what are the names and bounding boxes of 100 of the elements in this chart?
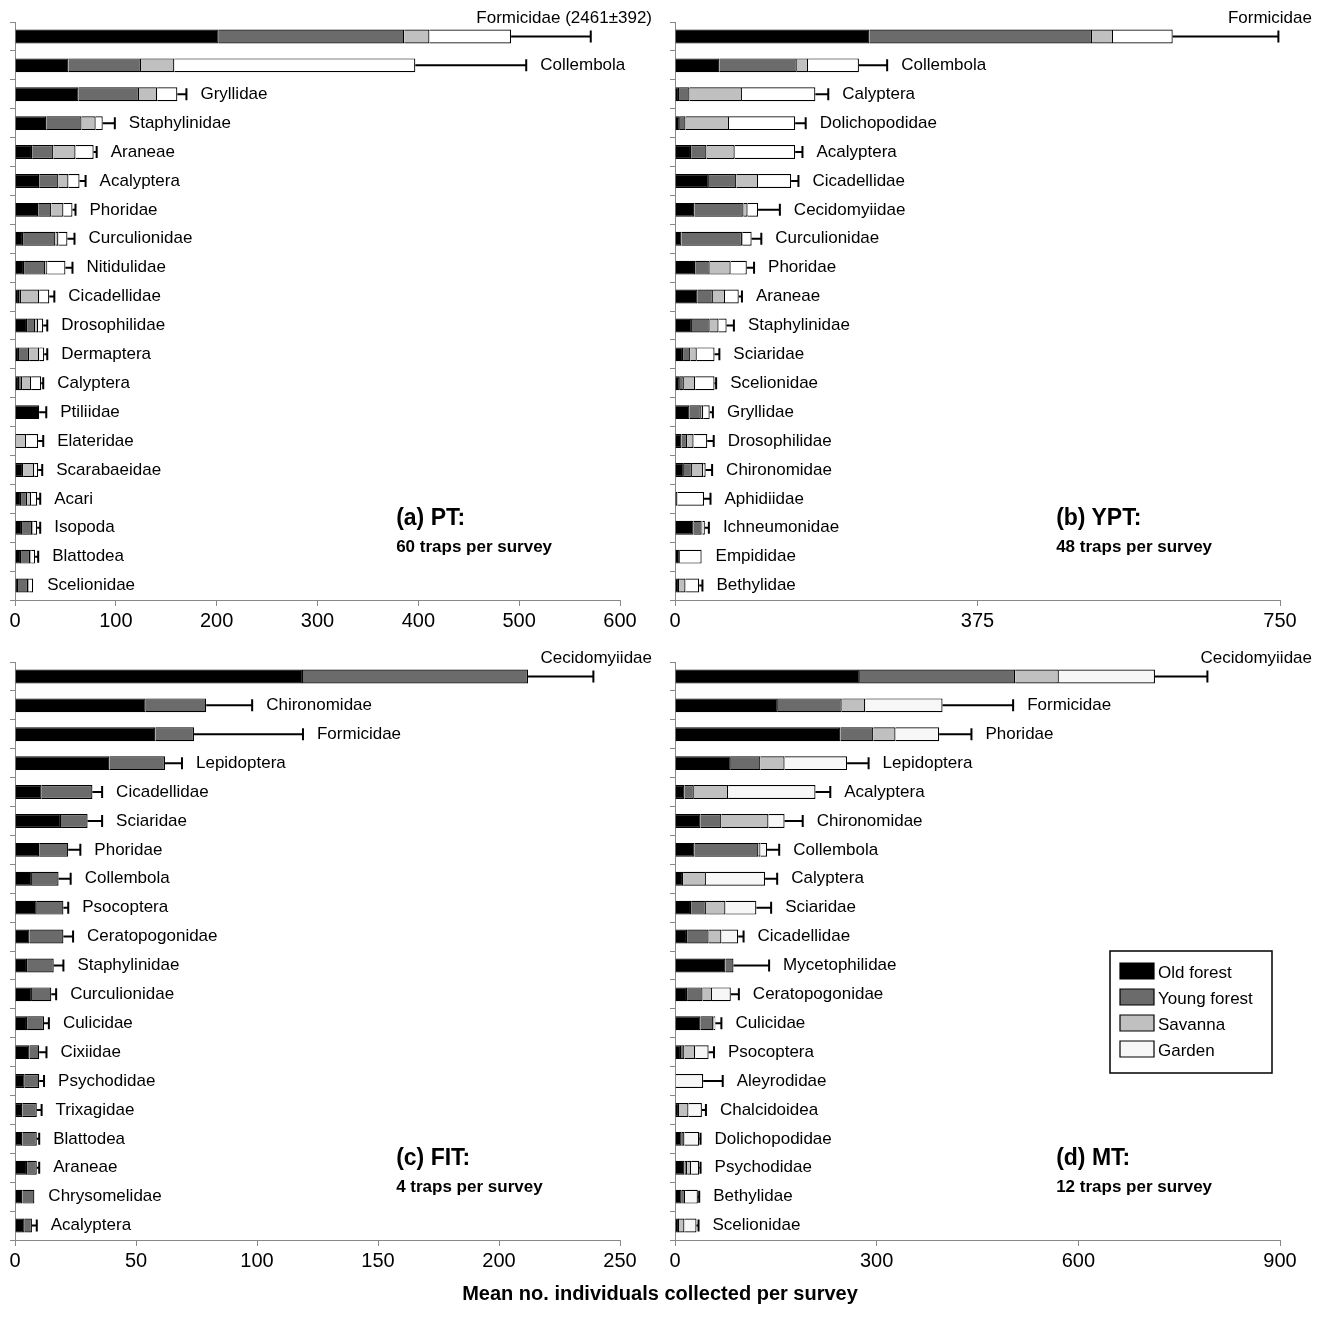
category-label: Ptiliidae [60, 401, 120, 421]
category-label: Staphylinidae [128, 112, 231, 132]
category-label: Phoridae [89, 199, 158, 219]
category-label: Chalcidoidea [719, 1099, 819, 1119]
category-label: Staphylinidae [77, 955, 180, 975]
legend-label: Young forest [1158, 988, 1254, 1008]
category-label: Acalyptera [844, 781, 925, 801]
category-label: Ceratopogonidae [752, 984, 884, 1004]
x-tick-label: 0 [9, 1248, 21, 1271]
category-label: Scarabaeidae [56, 459, 162, 479]
category-label: Lepidoptera [882, 752, 973, 772]
category-label: Curculionidae [775, 228, 880, 248]
text: 60 traps per survey [396, 537, 553, 556]
category-label: Drosophilidae [727, 430, 832, 450]
category-label: Sciaridae [785, 897, 856, 917]
category-label: Formicidae [1227, 8, 1312, 28]
category-label: Acari [54, 488, 93, 508]
legend-label: Savanna [1158, 1014, 1226, 1034]
x-tick-label: 300 [859, 1248, 894, 1271]
text: (a) PT: [396, 504, 466, 530]
category-label: Staphylinidae [747, 315, 850, 335]
category-label: Ichneumonidae [722, 517, 840, 537]
category-label: Calyptera [791, 868, 864, 888]
x-tick-label: 600 [603, 608, 637, 631]
category-label: Scelionidae [730, 372, 819, 392]
category-label: Dolichopodidae [819, 112, 937, 132]
category-label: Gryllidae [726, 401, 795, 421]
x-axis-title: Mean no. individuals collected per survey [461, 1282, 859, 1305]
category-label: Psychodidae [58, 1070, 156, 1090]
x-tick-label: 100 [240, 1248, 274, 1271]
x-tick-label: 50 [124, 1248, 148, 1271]
category-label: Calyptera [57, 372, 130, 392]
category-label: Acalyptera [50, 1215, 132, 1235]
category-label: Cecidomyiidae [1200, 648, 1312, 668]
category-label: Sciaridae [733, 344, 805, 364]
category-label: Trixagidae [55, 1099, 135, 1119]
category-label: Sciaridae [116, 810, 187, 830]
category-label: Phoridae [768, 257, 837, 277]
category-label: Acalyptera [816, 141, 897, 161]
category-label: Calyptera [842, 83, 916, 103]
text: 4 traps per survey [396, 1177, 544, 1196]
category-label: Acalyptera [99, 170, 180, 190]
category-label: Curculionidae [70, 984, 175, 1004]
category-label: Araneae [110, 141, 175, 161]
category-label: Formicidae [1027, 695, 1112, 715]
category-label: Mycetophilidae [783, 955, 897, 975]
category-label: Cecidomyiidae [793, 199, 906, 219]
x-tick-label: 0 [669, 1248, 681, 1271]
category-label: Collembola [540, 55, 626, 75]
category-label: Cicadellidae [68, 286, 161, 306]
category-label: Chironomidae [726, 459, 832, 479]
category-label: Aleyrodidae [736, 1070, 827, 1090]
category-label: Cicadellidae [812, 170, 906, 190]
category-label: Chironomidae [266, 695, 372, 715]
category-label: Ceratopogonidae [87, 926, 218, 946]
category-label: Psocoptera [727, 1041, 814, 1061]
category-label: Bethylidae [716, 575, 796, 595]
x-tick-label: 250 [603, 1248, 637, 1271]
text: (b) YPT: [1056, 504, 1142, 530]
x-tick-label: 500 [502, 608, 536, 631]
x-tick-label: 200 [199, 608, 234, 631]
category-label: Bethylidae [713, 1186, 793, 1206]
x-tick-label: 375 [960, 608, 995, 631]
text: (d) MT: [1056, 1144, 1131, 1170]
category-label: Elateridae [57, 430, 134, 450]
x-tick-label: 600 [1061, 1248, 1096, 1271]
category-label: Lepidoptera [195, 752, 286, 772]
category-label: Chrysomelidae [48, 1186, 162, 1206]
x-tick-label: 200 [482, 1248, 516, 1271]
category-label: Cecidomyiidae [540, 648, 652, 668]
category-label: Araneae [53, 1157, 118, 1177]
category-label: Scelionidae [712, 1215, 801, 1235]
category-label: Collembola [84, 868, 170, 888]
text: 48 traps per survey [1056, 537, 1213, 556]
x-tick-label: 150 [361, 1248, 395, 1271]
category-label: Blattodea [53, 1128, 126, 1148]
category-label: Culicidae [62, 1012, 133, 1032]
category-label: Cicadellidae [757, 926, 851, 946]
category-label: Aphidiidae [724, 488, 804, 508]
category-label: Blattodea [52, 546, 125, 566]
category-label: Dermaptera [61, 344, 152, 364]
category-label: Nitidulidae [86, 257, 166, 277]
category-label: Phoridae [94, 839, 163, 859]
category-label: Scelionidae [47, 575, 136, 595]
category-label: Isopoda [54, 517, 115, 537]
category-label: Collembola [793, 839, 879, 859]
category-label: Cixiidae [60, 1041, 121, 1061]
category-label: Formicidae [316, 723, 402, 743]
category-label: Phoridae [985, 723, 1054, 743]
x-tick-label: 0 [9, 608, 21, 631]
category-label: Psocoptera [82, 897, 169, 917]
category-label: Dolichopodidae [714, 1128, 832, 1148]
category-label: Culicidae [735, 1012, 806, 1032]
category-label: Curculionidae [88, 228, 193, 248]
category-label: Araneae [755, 286, 821, 306]
category-label: Collembola [901, 55, 987, 75]
category-label: Gryllidae [200, 83, 268, 103]
category-label: Drosophilidae [61, 315, 166, 335]
category-label: Chironomidae [816, 810, 923, 830]
category-label: Psychodidae [714, 1157, 812, 1177]
